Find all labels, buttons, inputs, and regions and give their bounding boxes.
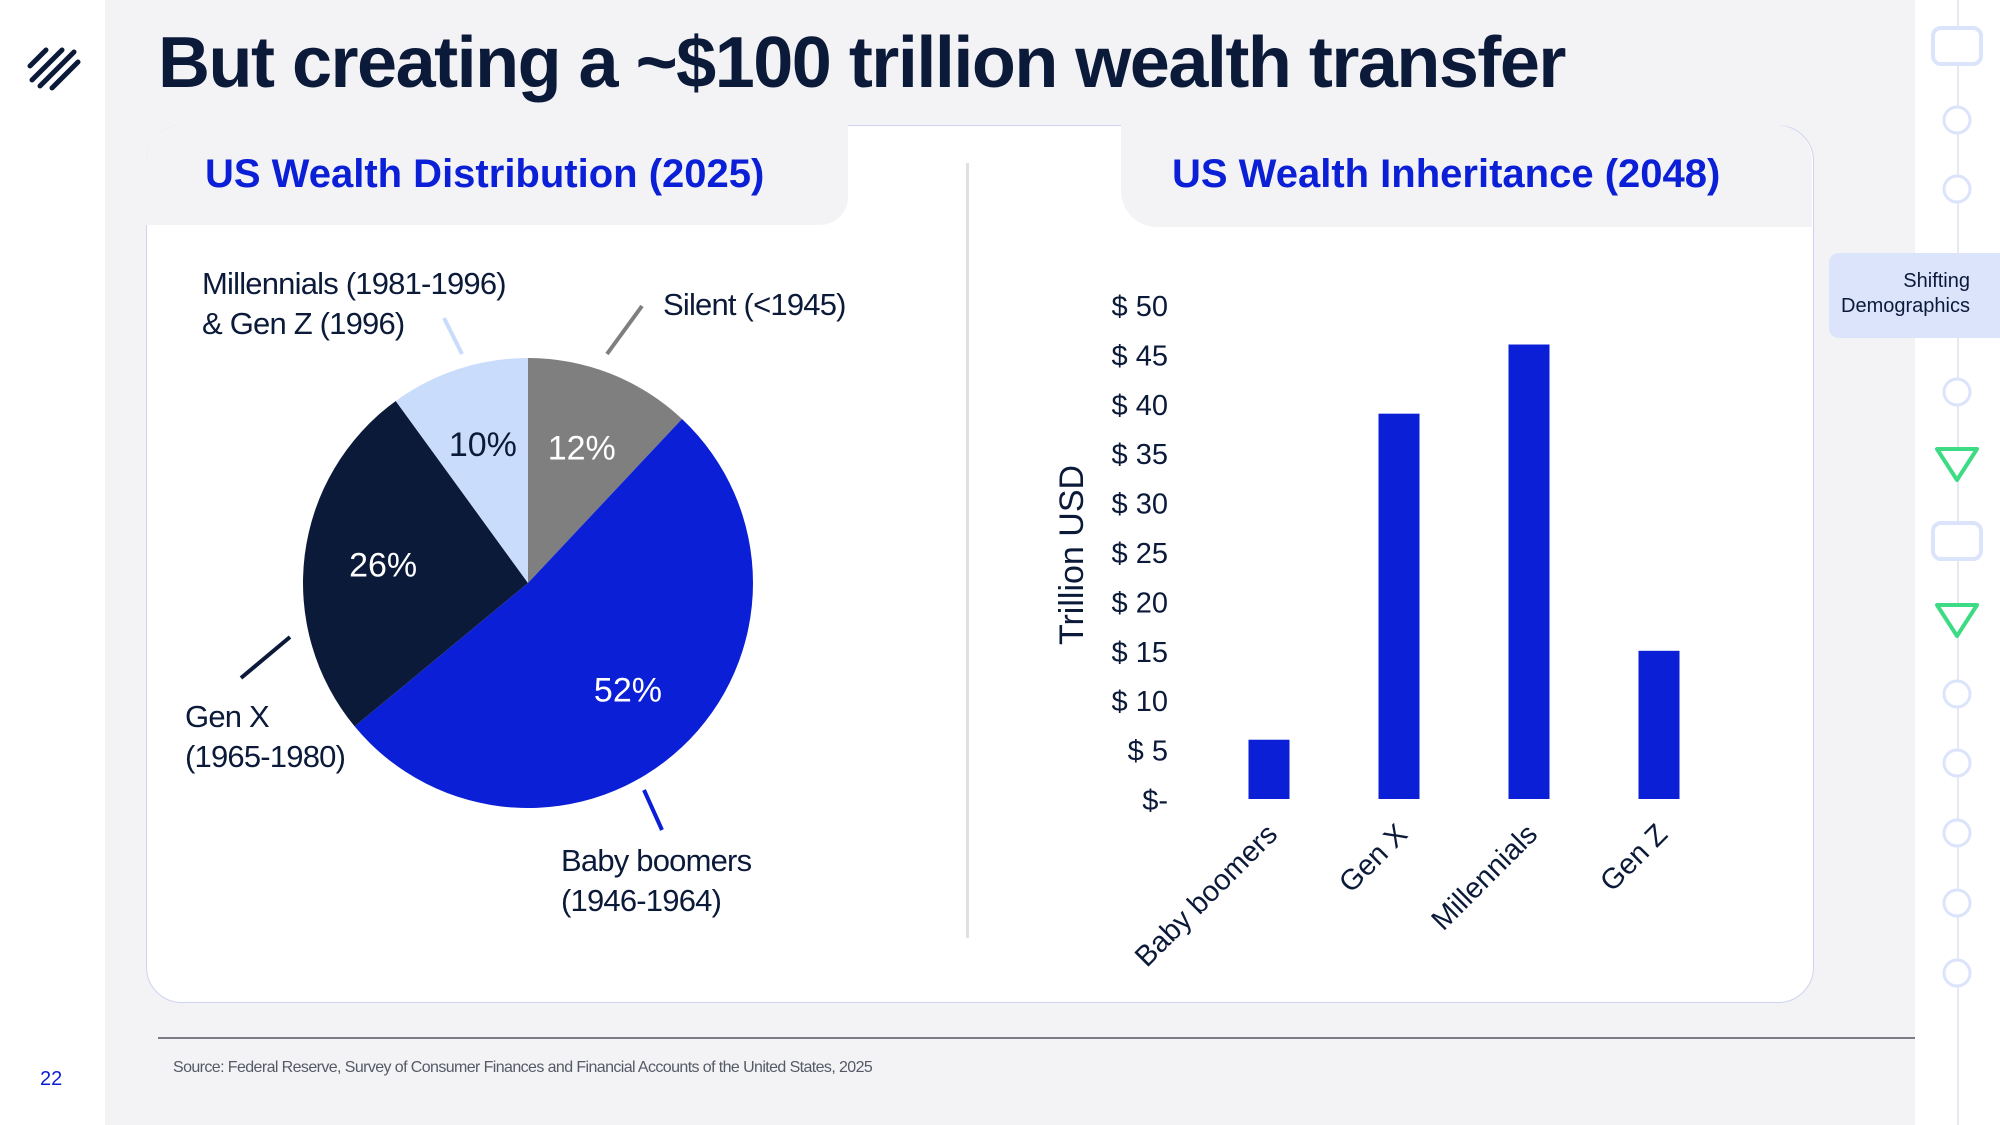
bar-y-tick-label: $ 25 (1112, 538, 1168, 570)
nav-rail-line (1957, 0, 1959, 1125)
bar-y-tick-label: $- (1142, 785, 1168, 817)
bar-y-tick-label: $ 20 (1112, 587, 1168, 619)
leader-line-boomers (642, 789, 664, 831)
nav-step-icon[interactable] (1942, 377, 1972, 407)
label-genx-line1: Gen X (185, 699, 270, 734)
bar-y-tick-label: $ 35 (1112, 439, 1168, 471)
nav-filter-triangle-icon[interactable] (1935, 603, 1979, 638)
nav-step-icon[interactable] (1942, 748, 1972, 778)
nav-step-icon[interactable] (1942, 888, 1972, 918)
bar-chart-title: US Wealth Inheritance (2048) (1172, 152, 1721, 196)
bar-category-label: Baby boomers (1129, 818, 1284, 973)
label-boomers-line1: Baby boomers (561, 843, 752, 878)
nav-step-icon[interactable] (1942, 174, 1972, 204)
source-note: Source: Federal Reserve, Survey of Consu… (173, 1059, 873, 1076)
nav-filter-triangle-icon[interactable] (1935, 447, 1979, 482)
nav-rail-markers (1931, 26, 1983, 988)
pie-slice-0 (528, 358, 683, 583)
nav-step-icon[interactable] (1931, 521, 1983, 561)
bar-title-tab (1121, 125, 1812, 227)
bar-gen-z (1638, 650, 1680, 799)
leader-line-millennials (442, 317, 464, 355)
page-number: 22 (40, 1068, 63, 1090)
pie-slice-2 (303, 400, 528, 727)
footer-rule (158, 1037, 1915, 1039)
nav-step-icon[interactable] (1931, 26, 1983, 66)
bar-y-tick-label: $ 40 (1112, 390, 1168, 422)
bar-y-tick-label: $ 15 (1112, 637, 1168, 669)
left-rail: 22 (0, 0, 105, 1125)
pie-title-tab (146, 125, 848, 225)
label-millennials-line1: Millennials (1981-1996) (202, 266, 507, 301)
bar-y-axis-label: Trillion USD (1053, 465, 1091, 645)
bar-millennials (1508, 344, 1550, 799)
section-tab-shifting-demographics[interactable]: Shifting Demographics (1829, 253, 2000, 338)
pie-slice-label-2: 26% (349, 547, 417, 585)
pie-slice-label-0: 12% (548, 429, 616, 467)
bar-y-tick-label: $ 45 (1112, 340, 1168, 372)
section-label-line1: Shifting (1903, 270, 1970, 292)
bar-baby-boomers (1248, 739, 1290, 799)
bar-y-tick-label: $ 30 (1112, 489, 1168, 521)
bar-category-label: Gen X (1333, 818, 1414, 899)
company-logo-icon (27, 47, 81, 91)
nav-step-icon[interactable] (1942, 679, 1972, 709)
bar-y-tick-label: $ 50 (1112, 291, 1168, 323)
label-silent: Silent (<1945) (663, 287, 846, 322)
pie-slice-3 (395, 358, 528, 583)
bar-category-label: Gen Z (1594, 818, 1674, 898)
nav-step-icon[interactable] (1942, 105, 1972, 135)
leader-line-silent (605, 304, 644, 356)
slide-title: But creating a ~$100 trillion wealth tra… (158, 23, 1566, 103)
pie-chart-title: US Wealth Distribution (2025) (205, 152, 765, 196)
label-genx-line2: (1965-1980) (185, 739, 346, 774)
pie-slice-label-1: 52% (594, 671, 662, 709)
nav-step-icon[interactable] (1942, 818, 1972, 848)
bar-category-label: Millennials (1426, 818, 1544, 936)
label-boomers-line2: (1946-1964) (561, 883, 722, 918)
pie-slice-label-3: 10% (449, 426, 517, 464)
bar-gen-x (1378, 413, 1420, 799)
pie-slice-1 (354, 418, 754, 809)
bar-y-tick-label: $ 10 (1112, 686, 1168, 718)
bar-y-tick-label: $ 5 (1128, 736, 1168, 768)
panel-divider (966, 163, 969, 938)
section-label-line2: Demographics (1841, 295, 1970, 317)
label-millennials-line2: & Gen Z (1996) (202, 306, 405, 341)
nav-step-icon[interactable] (1942, 958, 1972, 988)
leader-line-genx (239, 635, 292, 680)
